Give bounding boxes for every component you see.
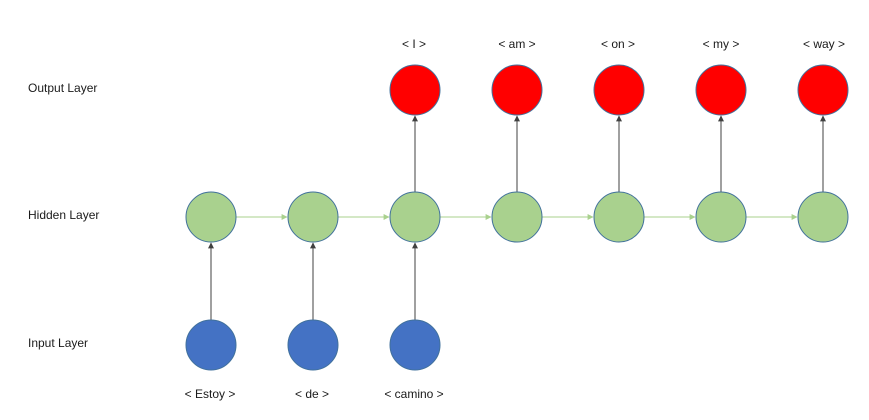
output-token-label: < on > bbox=[600, 37, 636, 51]
output-token-label: < am > bbox=[498, 37, 536, 51]
output-node bbox=[797, 64, 849, 116]
output-token-label: < I > bbox=[401, 37, 427, 51]
input-token-label: < Estoy > bbox=[184, 387, 236, 401]
hidden-node bbox=[593, 191, 645, 243]
hidden-node bbox=[695, 191, 747, 243]
edges-group bbox=[208, 115, 826, 320]
hidden-node bbox=[185, 191, 237, 243]
output-node bbox=[695, 64, 747, 116]
input-token-label: < camino > bbox=[384, 387, 444, 401]
output-token-label: < way > bbox=[802, 37, 846, 51]
input-node bbox=[389, 319, 441, 371]
input-node bbox=[185, 319, 237, 371]
input-token-label: < de > bbox=[294, 387, 330, 401]
nodes-group bbox=[185, 64, 849, 371]
hidden-node bbox=[491, 191, 543, 243]
output-node bbox=[593, 64, 645, 116]
output-token-label: < my > bbox=[702, 37, 740, 51]
output-layer-label: Output Layer bbox=[28, 81, 98, 95]
input-node bbox=[287, 319, 339, 371]
output-node bbox=[389, 64, 441, 116]
hidden-node bbox=[797, 191, 849, 243]
output-node bbox=[491, 64, 543, 116]
hidden-layer-label: Hidden Layer bbox=[28, 208, 100, 222]
hidden-node bbox=[287, 191, 339, 243]
input-layer-label: Input Layer bbox=[28, 336, 89, 350]
hidden-node bbox=[389, 191, 441, 243]
